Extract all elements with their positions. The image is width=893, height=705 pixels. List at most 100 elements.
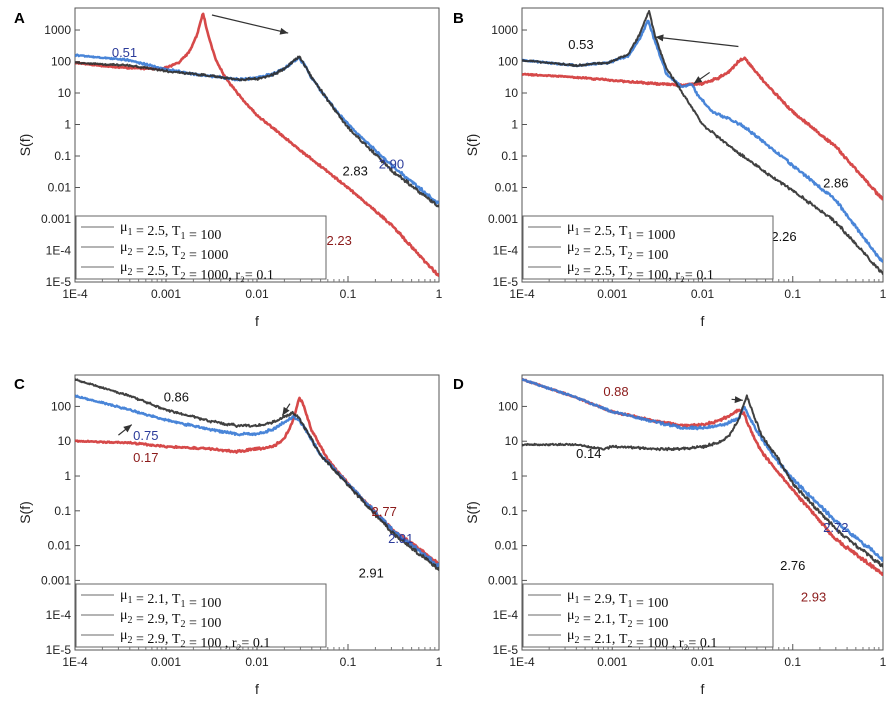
y-tick-label: 100	[51, 399, 71, 413]
x-tick-label: 1	[436, 287, 443, 301]
panel-letter: D	[453, 376, 464, 393]
series-line-blue	[75, 53, 439, 205]
legend-entry: μ1 = 2.5, T1 = 1000	[567, 220, 675, 243]
y-axis-label: S(f)	[464, 134, 480, 157]
y-tick-label: 1E-4	[46, 244, 72, 258]
y-tick-label: 100	[498, 55, 518, 69]
annotation-arrow	[655, 36, 739, 48]
y-tick-label: 1E-5	[46, 275, 72, 289]
x-tick-label: 0.001	[597, 287, 627, 301]
y-tick-label: 1	[64, 118, 71, 132]
series-line-red	[75, 12, 439, 278]
x-tick-label: 0.1	[340, 287, 357, 301]
series-line-black	[75, 55, 439, 208]
x-axis-label: f	[255, 313, 259, 329]
slope-annotation: 2.90	[379, 157, 404, 172]
legend-box	[75, 583, 327, 648]
x-axis-label: f	[255, 681, 259, 697]
y-tick-label: 1000	[44, 23, 71, 37]
series-group	[522, 10, 883, 275]
annotation-arrowhead	[734, 396, 743, 404]
legend-entry: μ2 = 2.5, T2 = 1000, r₂= 0.1	[120, 260, 274, 283]
x-tick-label: 0.1	[784, 655, 801, 669]
x-tick-label: 1	[436, 655, 443, 669]
legend-entry: μ1 = 2.9, T1 = 100	[567, 588, 668, 611]
y-tick-label: 1E-4	[493, 244, 519, 258]
x-tick-label: 0.1	[784, 287, 801, 301]
series-line-blue	[75, 394, 439, 568]
x-tick-label: 0.001	[597, 655, 627, 669]
slope-annotation: 2.76	[780, 558, 805, 573]
slope-annotation: 0.88	[603, 384, 628, 399]
series-line-black	[75, 378, 439, 571]
slope-annotation: 2.93	[801, 589, 826, 604]
annotation-arrowhead	[279, 27, 289, 35]
x-tick-label: 1E-4	[509, 287, 535, 301]
x-tick-label: 0.001	[151, 287, 181, 301]
y-tick-label: 0.1	[54, 504, 71, 518]
legend-box	[522, 215, 774, 280]
y-tick-label: 1E-5	[46, 643, 72, 657]
series-group	[522, 377, 883, 576]
slope-annotation: 0.14	[576, 446, 601, 461]
y-tick-label: 0.001	[41, 212, 71, 226]
series-group	[75, 12, 439, 278]
y-tick-label: 1E-5	[493, 643, 519, 657]
y-tick-label: 10	[505, 434, 519, 448]
x-axis-label: f	[701, 681, 705, 697]
slope-annotation: 2.91	[388, 531, 413, 546]
y-tick-label: 1E-4	[46, 608, 72, 622]
y-tick-label: 0.001	[488, 212, 518, 226]
y-tick-label: 1	[64, 469, 71, 483]
series-line-black	[522, 394, 883, 568]
legend-entry: μ2 = 2.5, T2 = 100, r₂= 0.1	[567, 260, 714, 283]
series-line-red	[522, 377, 883, 576]
slope-annotation: 0.86	[164, 389, 189, 404]
annotation-arrow	[211, 14, 289, 34]
series-line-blue	[522, 378, 883, 562]
annotation-arrowhead	[655, 34, 664, 42]
legend-entry: μ2 = 2.9, T2 = 100	[120, 608, 221, 631]
slope-annotation: 2.86	[823, 176, 848, 191]
y-tick-label: 0.01	[48, 181, 72, 195]
y-tick-label: 0.1	[501, 149, 518, 163]
slope-annotation: 2.91	[359, 566, 384, 581]
legend-entry: μ2 = 2.1, T2 = 100	[567, 608, 668, 631]
legend-entry: μ2 = 2.5, T2 = 100	[567, 240, 668, 263]
x-tick-label: 1E-4	[62, 287, 88, 301]
slope-annotation: 2.23	[327, 233, 352, 248]
slope-annotation: 2.77	[372, 504, 397, 519]
annotation-arrowhead	[282, 406, 290, 416]
y-tick-label: 1	[511, 469, 518, 483]
x-axis-label: f	[701, 313, 705, 329]
panel-letter: C	[14, 376, 25, 393]
x-tick-label: 1	[880, 655, 887, 669]
slope-annotation: 2.83	[343, 164, 368, 179]
legend-entry: μ1 = 2.5, T1 = 100	[120, 220, 221, 243]
slope-annotation: 0.51	[112, 45, 137, 60]
x-tick-label: 0.01	[691, 655, 715, 669]
legend-box	[522, 583, 774, 648]
y-tick-label: 1	[511, 118, 518, 132]
y-tick-label: 0.01	[495, 539, 519, 553]
y-tick-label: 1000	[491, 23, 518, 37]
series-line-red	[75, 396, 439, 566]
slope-annotation: 0.53	[568, 37, 593, 52]
y-tick-label: 0.1	[501, 504, 518, 518]
y-tick-label: 0.01	[48, 539, 72, 553]
slope-annotation: 2.72	[823, 520, 848, 535]
y-tick-label: 0.1	[54, 149, 71, 163]
x-tick-label: 0.1	[340, 655, 357, 669]
series-line-black	[522, 10, 883, 275]
y-tick-label: 1E-4	[493, 608, 519, 622]
slope-annotation: 0.75	[133, 428, 158, 443]
y-tick-label: 0.001	[488, 573, 518, 587]
